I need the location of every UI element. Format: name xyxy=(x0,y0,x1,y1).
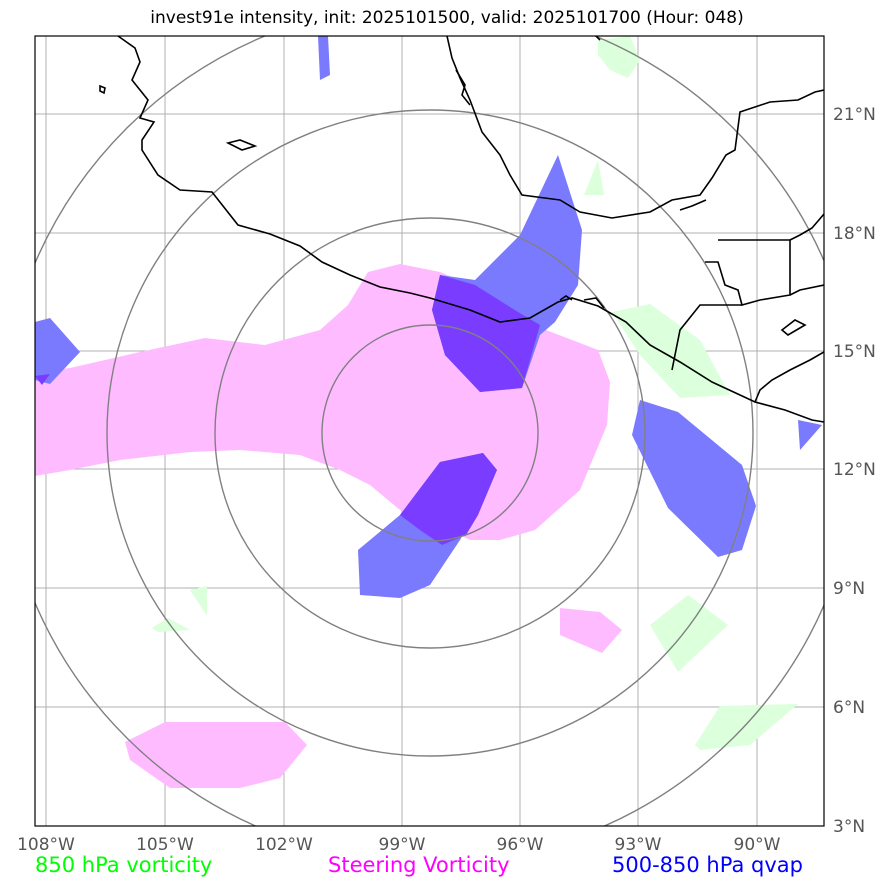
x-tick-label: 96°W xyxy=(497,835,544,855)
y-tick-label: 21°N xyxy=(833,105,876,125)
y-tick-label: 6°N xyxy=(833,698,865,718)
y-tick-label: 9°N xyxy=(833,579,865,599)
y-axis-ticks: 21°N 18°N 15°N 12°N 9°N 6°N 3°N xyxy=(833,105,876,837)
x-axis-ticks: 108°W 105°W 102°W 99°W 96°W 93°W 90°W xyxy=(17,835,781,855)
coastlines xyxy=(99,36,824,423)
map-title: invest91e intensity, init: 2025101500, v… xyxy=(150,8,744,28)
range-rings xyxy=(35,36,824,826)
overlap-areas xyxy=(35,275,540,545)
legend-steering-vorticity: Steering Vorticity xyxy=(328,853,510,877)
x-tick-label: 90°W xyxy=(734,835,781,855)
y-tick-label: 12°N xyxy=(833,460,876,480)
x-tick-label: 102°W xyxy=(255,835,313,855)
legend-850-vorticity: 850 hPa vorticity xyxy=(35,853,213,877)
plot-frame xyxy=(34,35,825,827)
x-tick-label: 93°W xyxy=(615,835,662,855)
y-tick-label: 3°N xyxy=(833,817,865,837)
x-tick-label: 108°W xyxy=(17,835,75,855)
y-tick-label: 18°N xyxy=(833,224,876,244)
x-tick-label: 99°W xyxy=(379,835,426,855)
legend-qvap: 500-850 hPa qvap xyxy=(612,853,803,877)
x-tick-label: 105°W xyxy=(136,835,194,855)
y-tick-label: 15°N xyxy=(833,342,876,362)
